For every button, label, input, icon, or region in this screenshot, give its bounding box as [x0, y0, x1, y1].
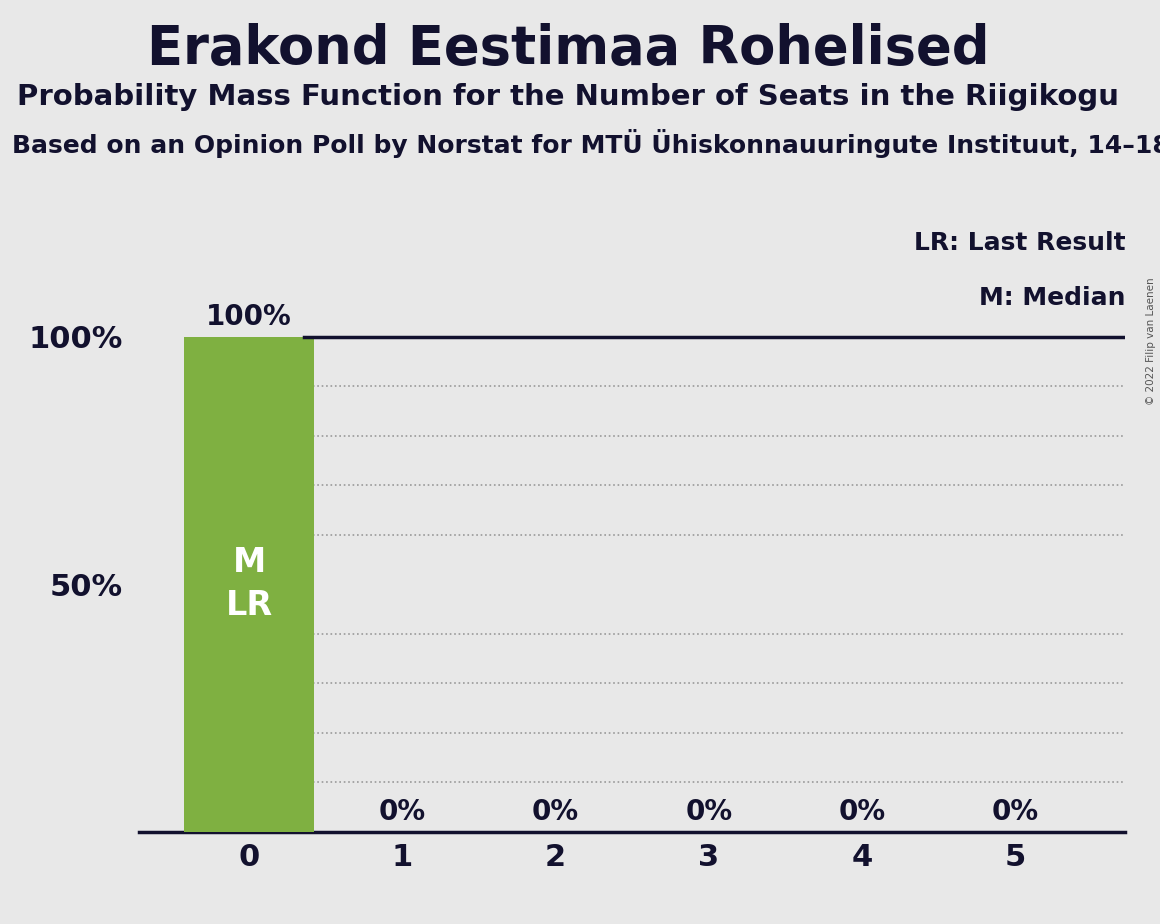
- Bar: [184, 336, 314, 832]
- Text: Erakond Eestimaa Rohelised: Erakond Eestimaa Rohelised: [147, 23, 989, 75]
- Text: © 2022 Filip van Laenen: © 2022 Filip van Laenen: [1146, 277, 1155, 405]
- Text: Probability Mass Function for the Number of Seats in the Riigikogu: Probability Mass Function for the Number…: [17, 83, 1119, 111]
- Text: LR: Last Result: LR: Last Result: [914, 231, 1125, 255]
- Text: 0%: 0%: [839, 797, 885, 826]
- Text: M
LR: M LR: [225, 546, 273, 622]
- Text: M: Median: M: Median: [979, 286, 1125, 310]
- Text: 0%: 0%: [992, 797, 1039, 826]
- Text: 0%: 0%: [686, 797, 732, 826]
- Text: 0%: 0%: [532, 797, 579, 826]
- Text: 100%: 100%: [206, 303, 292, 331]
- Text: Based on an Opinion Poll by Norstat for MTÜ Ühiskonnauuringute Instituut, 14–18 : Based on an Opinion Poll by Norstat for …: [12, 129, 1160, 158]
- Text: 0%: 0%: [379, 797, 426, 826]
